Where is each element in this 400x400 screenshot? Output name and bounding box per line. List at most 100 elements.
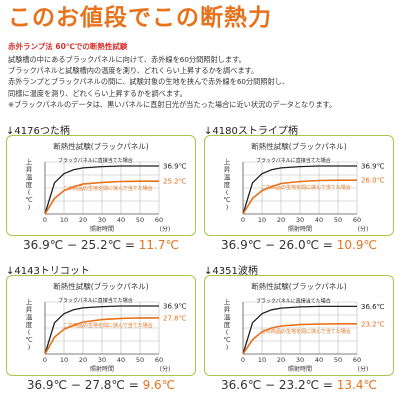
series-end-label: 25.2℃ bbox=[163, 178, 187, 186]
test-description: 試験槽の中にあるブラックパネルに向けて、赤外線を60分間照射します。 ブラックパ… bbox=[8, 54, 394, 110]
chart-title: 断熱性試験(ブラックパネル) bbox=[251, 281, 347, 291]
description-line: 試験槽の中にあるブラックパネルに向けて、赤外線を60分間照射します。 bbox=[8, 55, 246, 64]
chart-title: 断熱性試験(ブラックパネル) bbox=[53, 141, 149, 151]
panel-label: ↓4176つた柄 bbox=[6, 126, 70, 137]
x-tick-label: 0 bbox=[43, 356, 47, 364]
x-tick-label: 50 bbox=[136, 216, 144, 224]
x-axis-unit: (分) bbox=[160, 225, 171, 233]
x-tick-label: 20 bbox=[79, 216, 87, 224]
difference-calc: 36.9℃ − 26.0℃ = 10.9℃ bbox=[204, 238, 394, 252]
x-axis-unit: (分) bbox=[160, 365, 171, 373]
series-end-label: 26.0℃ bbox=[361, 177, 385, 185]
chart-frame: 断熱性試験(ブラックパネル) 上昇温度(℃) 0 10 20 30 40 50 60 照射時間 (分… bbox=[204, 135, 394, 236]
series-label-black-panel: ブラックパネルに直接当てた場合 bbox=[256, 297, 331, 304]
calc-expression: 36.9℃ − 26.0℃ = bbox=[221, 238, 337, 252]
line-chart: 断熱性試験(ブラックパネル) 上昇温度(℃) 0 10 20 30 40 50 60 照射時間 (分… bbox=[25, 281, 187, 373]
series-label-fabric: この商品の生地を間に挟んで当てた場合 bbox=[261, 328, 351, 335]
x-tick-label: 0 bbox=[43, 216, 47, 224]
line-chart: 断熱性試験(ブラックパネル) 上昇温度(℃) 0 10 20 30 40 50 60 照射時間 (分… bbox=[223, 141, 385, 233]
calc-result: 13.4℃ bbox=[336, 378, 377, 392]
x-tick-label: 40 bbox=[315, 216, 323, 224]
calc-expression: 36.9℃ − 25.2℃ = bbox=[23, 238, 139, 252]
x-tick-label: 60 bbox=[155, 356, 163, 364]
series-end-label: 23.2℃ bbox=[361, 320, 385, 328]
fabric-line bbox=[44, 180, 159, 215]
x-tick-label: 40 bbox=[315, 356, 323, 364]
black-panel-line bbox=[242, 165, 357, 215]
panel-label: ↓4180ストライプ柄 bbox=[204, 126, 298, 137]
x-tick-label: 40 bbox=[117, 216, 125, 224]
panel-label: ↓4143トリコット bbox=[6, 266, 90, 277]
calc-expression: 36.6℃ − 23.2℃ = bbox=[221, 378, 337, 392]
series-label-fabric: この商品の生地を間に挟んで当てた場合 bbox=[63, 322, 153, 329]
calc-result: 11.7℃ bbox=[138, 238, 179, 252]
x-axis-unit: (分) bbox=[358, 365, 369, 373]
description-line: 同様に温度を測り、どれくらい上昇するかを調べます。 bbox=[8, 88, 187, 98]
y-axis-label: 上昇温度(℃) bbox=[223, 297, 230, 352]
x-tick-label: 30 bbox=[296, 216, 304, 224]
description-note: ※ブラックパネルのデータは、黒いパネルに直射日光が当たった場合に近い状況のデータ… bbox=[8, 99, 337, 109]
x-tick-label: 0 bbox=[241, 356, 245, 364]
x-tick-label: 60 bbox=[353, 216, 361, 224]
line-chart: 断熱性試験(ブラックパネル) 上昇温度(℃) 0 10 20 30 40 50 60 照射時間 (分… bbox=[223, 281, 385, 373]
chart-panel-4143: ↓4143トリコット 断熱性試験(ブラックパネル) 上昇温度(℃) 0 10 20 30 4… bbox=[6, 262, 196, 398]
x-tick-label: 20 bbox=[277, 356, 285, 364]
y-axis-label: 上昇温度(℃) bbox=[223, 157, 230, 212]
x-axis-label: 照射時間 bbox=[288, 365, 312, 373]
x-tick-label: 60 bbox=[155, 216, 163, 224]
series-label-black-panel: ブラックパネルに直接当てた場合 bbox=[58, 297, 133, 304]
series-label-black-panel: ブラックパネルに直接当てた場合 bbox=[256, 157, 331, 164]
fabric-line bbox=[242, 322, 357, 355]
chart-panel-4180: ↓4180ストライプ柄 断熱性試験(ブラックパネル) 上昇温度(℃) 0 10 20 30… bbox=[204, 122, 394, 258]
line-chart: 断熱性試験(ブラックパネル) 上昇温度(℃) 0 10 20 30 40 50 60 照射時間 (分… bbox=[25, 141, 187, 233]
black-panel-line bbox=[44, 165, 159, 215]
x-tick-label: 10 bbox=[60, 216, 68, 224]
chart-frame: 断熱性試験(ブラックパネル) 上昇温度(℃) 0 10 20 30 40 50 60 照射時間 (分… bbox=[204, 275, 394, 376]
x-tick-label: 30 bbox=[98, 356, 106, 364]
test-method-title: 赤外ランプ法 60℃での断熱性試験 bbox=[8, 42, 128, 51]
x-tick-label: 10 bbox=[258, 216, 266, 224]
series-end-label: 36.9℃ bbox=[163, 303, 187, 311]
x-tick-label: 30 bbox=[98, 216, 106, 224]
fabric-line bbox=[44, 317, 159, 355]
x-tick-label: 50 bbox=[334, 216, 342, 224]
y-axis-label: 上昇温度(℃) bbox=[25, 297, 32, 352]
series-label-black-panel: ブラックパネルに直接当てた場合 bbox=[58, 157, 133, 164]
series-end-label: 36.9℃ bbox=[163, 163, 187, 171]
difference-calc: 36.9℃ − 27.8℃ = 9.6℃ bbox=[6, 378, 196, 392]
fabric-line bbox=[242, 179, 357, 215]
x-axis-label: 照射時間 bbox=[288, 225, 312, 233]
x-tick-label: 20 bbox=[277, 216, 285, 224]
difference-calc: 36.9℃ − 25.2℃ = 11.7℃ bbox=[6, 238, 196, 252]
description-line: ブラックパネルと試験槽内の温度を測り、どれくらい上昇するかを調べます。 bbox=[8, 66, 259, 76]
chart-panel-4176: ↓4176つた柄 断熱性試験(ブラックパネル) 上昇温度(℃) 0 10 20 30 40 5… bbox=[6, 122, 196, 258]
black-panel-line bbox=[242, 305, 357, 355]
black-panel-line bbox=[44, 305, 159, 355]
y-axis-label: 上昇温度(℃) bbox=[25, 157, 32, 212]
series-label-fabric: この商品の生地を間に挟んで当てた場合 bbox=[261, 184, 351, 191]
description-line: 赤外ランプとブラックパネルの間に、試験対象の生地を挟んで赤外線を60分間照射し、 bbox=[8, 77, 290, 87]
x-tick-label: 10 bbox=[258, 356, 266, 364]
chart-frame: 断熱性試験(ブラックパネル) 上昇温度(℃) 0 10 20 30 40 50 60 照射時間 (分… bbox=[6, 135, 196, 236]
calc-result: 9.6℃ bbox=[142, 378, 176, 392]
x-tick-label: 10 bbox=[60, 356, 68, 364]
x-tick-label: 50 bbox=[334, 356, 342, 364]
x-tick-label: 40 bbox=[117, 356, 125, 364]
x-tick-label: 50 bbox=[136, 356, 144, 364]
series-end-label: 27.8℃ bbox=[163, 314, 187, 322]
chart-frame: 断熱性試験(ブラックパネル) 上昇温度(℃) 0 10 20 30 40 50 60 照射時間 (分… bbox=[6, 275, 196, 376]
panel-label: ↓4351波柄 bbox=[204, 266, 258, 277]
chart-panel-4351: ↓4351波柄 断熱性試験(ブラックパネル) 上昇温度(℃) 0 10 20 30 40 50… bbox=[204, 262, 394, 398]
chart-title: 断熱性試験(ブラックパネル) bbox=[251, 141, 347, 151]
calc-result: 10.9℃ bbox=[336, 238, 377, 252]
headline: このお値段でこの断熱力 bbox=[8, 5, 272, 31]
series-end-label: 36.9℃ bbox=[361, 163, 385, 171]
x-axis-label: 照射時間 bbox=[90, 225, 114, 233]
x-axis-label: 照射時間 bbox=[90, 365, 114, 373]
x-tick-label: 60 bbox=[353, 356, 361, 364]
chart-title: 断熱性試験(ブラックパネル) bbox=[53, 281, 149, 291]
difference-calc: 36.6℃ − 23.2℃ = 13.4℃ bbox=[204, 378, 394, 392]
x-tick-label: 20 bbox=[79, 356, 87, 364]
series-end-label: 36.6℃ bbox=[361, 303, 385, 311]
x-tick-label: 0 bbox=[241, 216, 245, 224]
